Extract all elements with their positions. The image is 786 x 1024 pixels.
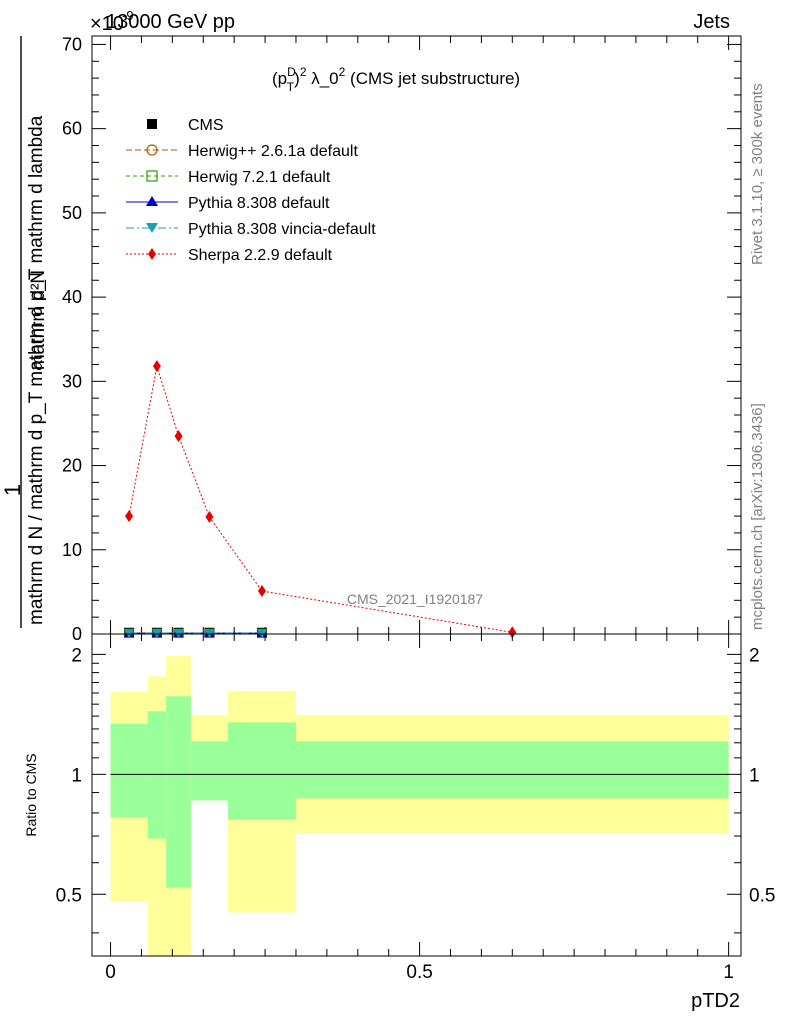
legend-sherpa: Sherpa 2.2.9 default [126,247,333,264]
main-y-tick-label: 70 [62,34,82,54]
legend-sherpa-marker [148,248,156,260]
ratio-y-tick-label-right: 1 [749,765,760,786]
main-y-tick-label: 10 [62,540,82,560]
y-label-one: 1 [0,484,25,496]
ratio-band-inner [147,711,167,839]
ratio-y-tick-label: 2 [71,645,82,666]
y-label-numerator: mathrm d²N [28,270,49,370]
rivet-label: Rivet 3.1.10, ≥ 300k events [749,83,766,265]
jets-label: Jets [693,11,730,33]
legend-vincia-label: Pythia 8.308 vincia-default [188,221,376,238]
ratio-frame [91,633,742,957]
legend-cms-label: CMS [188,117,224,134]
legend-herwig7: Herwig 7.2.1 default [126,169,331,186]
x-axis-label: pTD2 [691,990,740,1012]
legend-herwigpp-marker [146,144,158,156]
data-point [508,626,517,639]
main-y-tick-label: 0 [72,624,82,644]
y-label-denominator: mathrm d N / mathrm d p_T mathrm d p_T m… [26,115,47,625]
legend-vincia-marker [146,223,158,233]
legend-herwigpp-label: Herwig++ 2.6.1a default [188,143,358,160]
x-tick-label: 1 [723,962,734,983]
data-point [205,510,214,523]
ratio-band-inner [295,741,729,799]
watermark: CMS_2021_I1920187 [347,591,483,607]
ratio-panel: 0.5 0.5 1 1 2 2 0 0.5 1 Ratio to CMS pTD2 [23,633,775,1012]
data-point [174,430,183,443]
main-y-tick-label: 50 [62,203,82,223]
ratio-y-tick-label: 1 [71,765,82,786]
exponent-power: -9 [122,8,134,23]
legend-cms-marker [147,119,157,129]
mcplots-label: mcplots.cern.ch [arXiv:1306.3436] [749,403,766,630]
legend-pythia-marker [146,196,158,206]
legend-pythia-label: Pythia 8.308 default [188,195,330,212]
ratio-band-inner [166,696,191,888]
main-panel: CMS_2021_I1920187 0 10 20 30 40 50 60 70 (pD T)2… [0,34,742,644]
main-y-tick-label: 20 [62,456,82,476]
ratio-y-tick-label-right: 2 [749,645,760,666]
legend: CMS Herwig++ 2.6.1a default Herwig 7.2.1… [126,117,376,264]
data-point [257,585,266,598]
plot-title: (pD T)2 λ_02 (CMS jet substructure) [272,65,520,94]
legend-herwig7-marker [146,170,158,182]
legend-cms: CMS [147,117,224,134]
main-y-tick-label: 30 [62,371,82,391]
x-tick-label: 0 [105,962,116,983]
legend-vincia: Pythia 8.308 vincia-default [126,221,376,238]
ratio-ticks: 0.5 0.5 1 1 2 2 0 0.5 1 [56,634,775,983]
ratio-y-tick-label: 0.5 [56,885,82,906]
legend-herwigpp: Herwig++ 2.6.1a default [126,143,358,160]
legend-sherpa-label: Sherpa 2.2.9 default [188,247,333,264]
ratio-band-inner [190,741,228,801]
series-5 [125,360,517,639]
series-line [128,366,513,633]
legend-pythia: Pythia 8.308 default [126,195,330,212]
exponent-label: ×10 [90,13,124,35]
data-point [125,510,134,523]
x-tick-label: 0.5 [406,962,432,983]
data-point [152,360,161,373]
main-y-tick-label: 60 [62,119,82,139]
main-y-ticks: 0 10 20 30 40 50 60 70 [62,34,741,644]
energy-label: 13000 GeV pp [106,11,235,33]
ratio-bands [110,656,729,956]
ratio-y-tick-label-right: 0.5 [749,885,775,906]
main-y-label: mathrm d²N 1 mathrm d N / mathrm d p_T m… [0,36,49,628]
ratio-band-inner [227,722,296,820]
legend-herwig7-label: Herwig 7.2.1 default [188,169,331,186]
main-y-tick-label: 40 [62,287,82,307]
ratio-y-label: Ratio to CMS [23,753,39,836]
ratio-band-inner [110,723,148,818]
